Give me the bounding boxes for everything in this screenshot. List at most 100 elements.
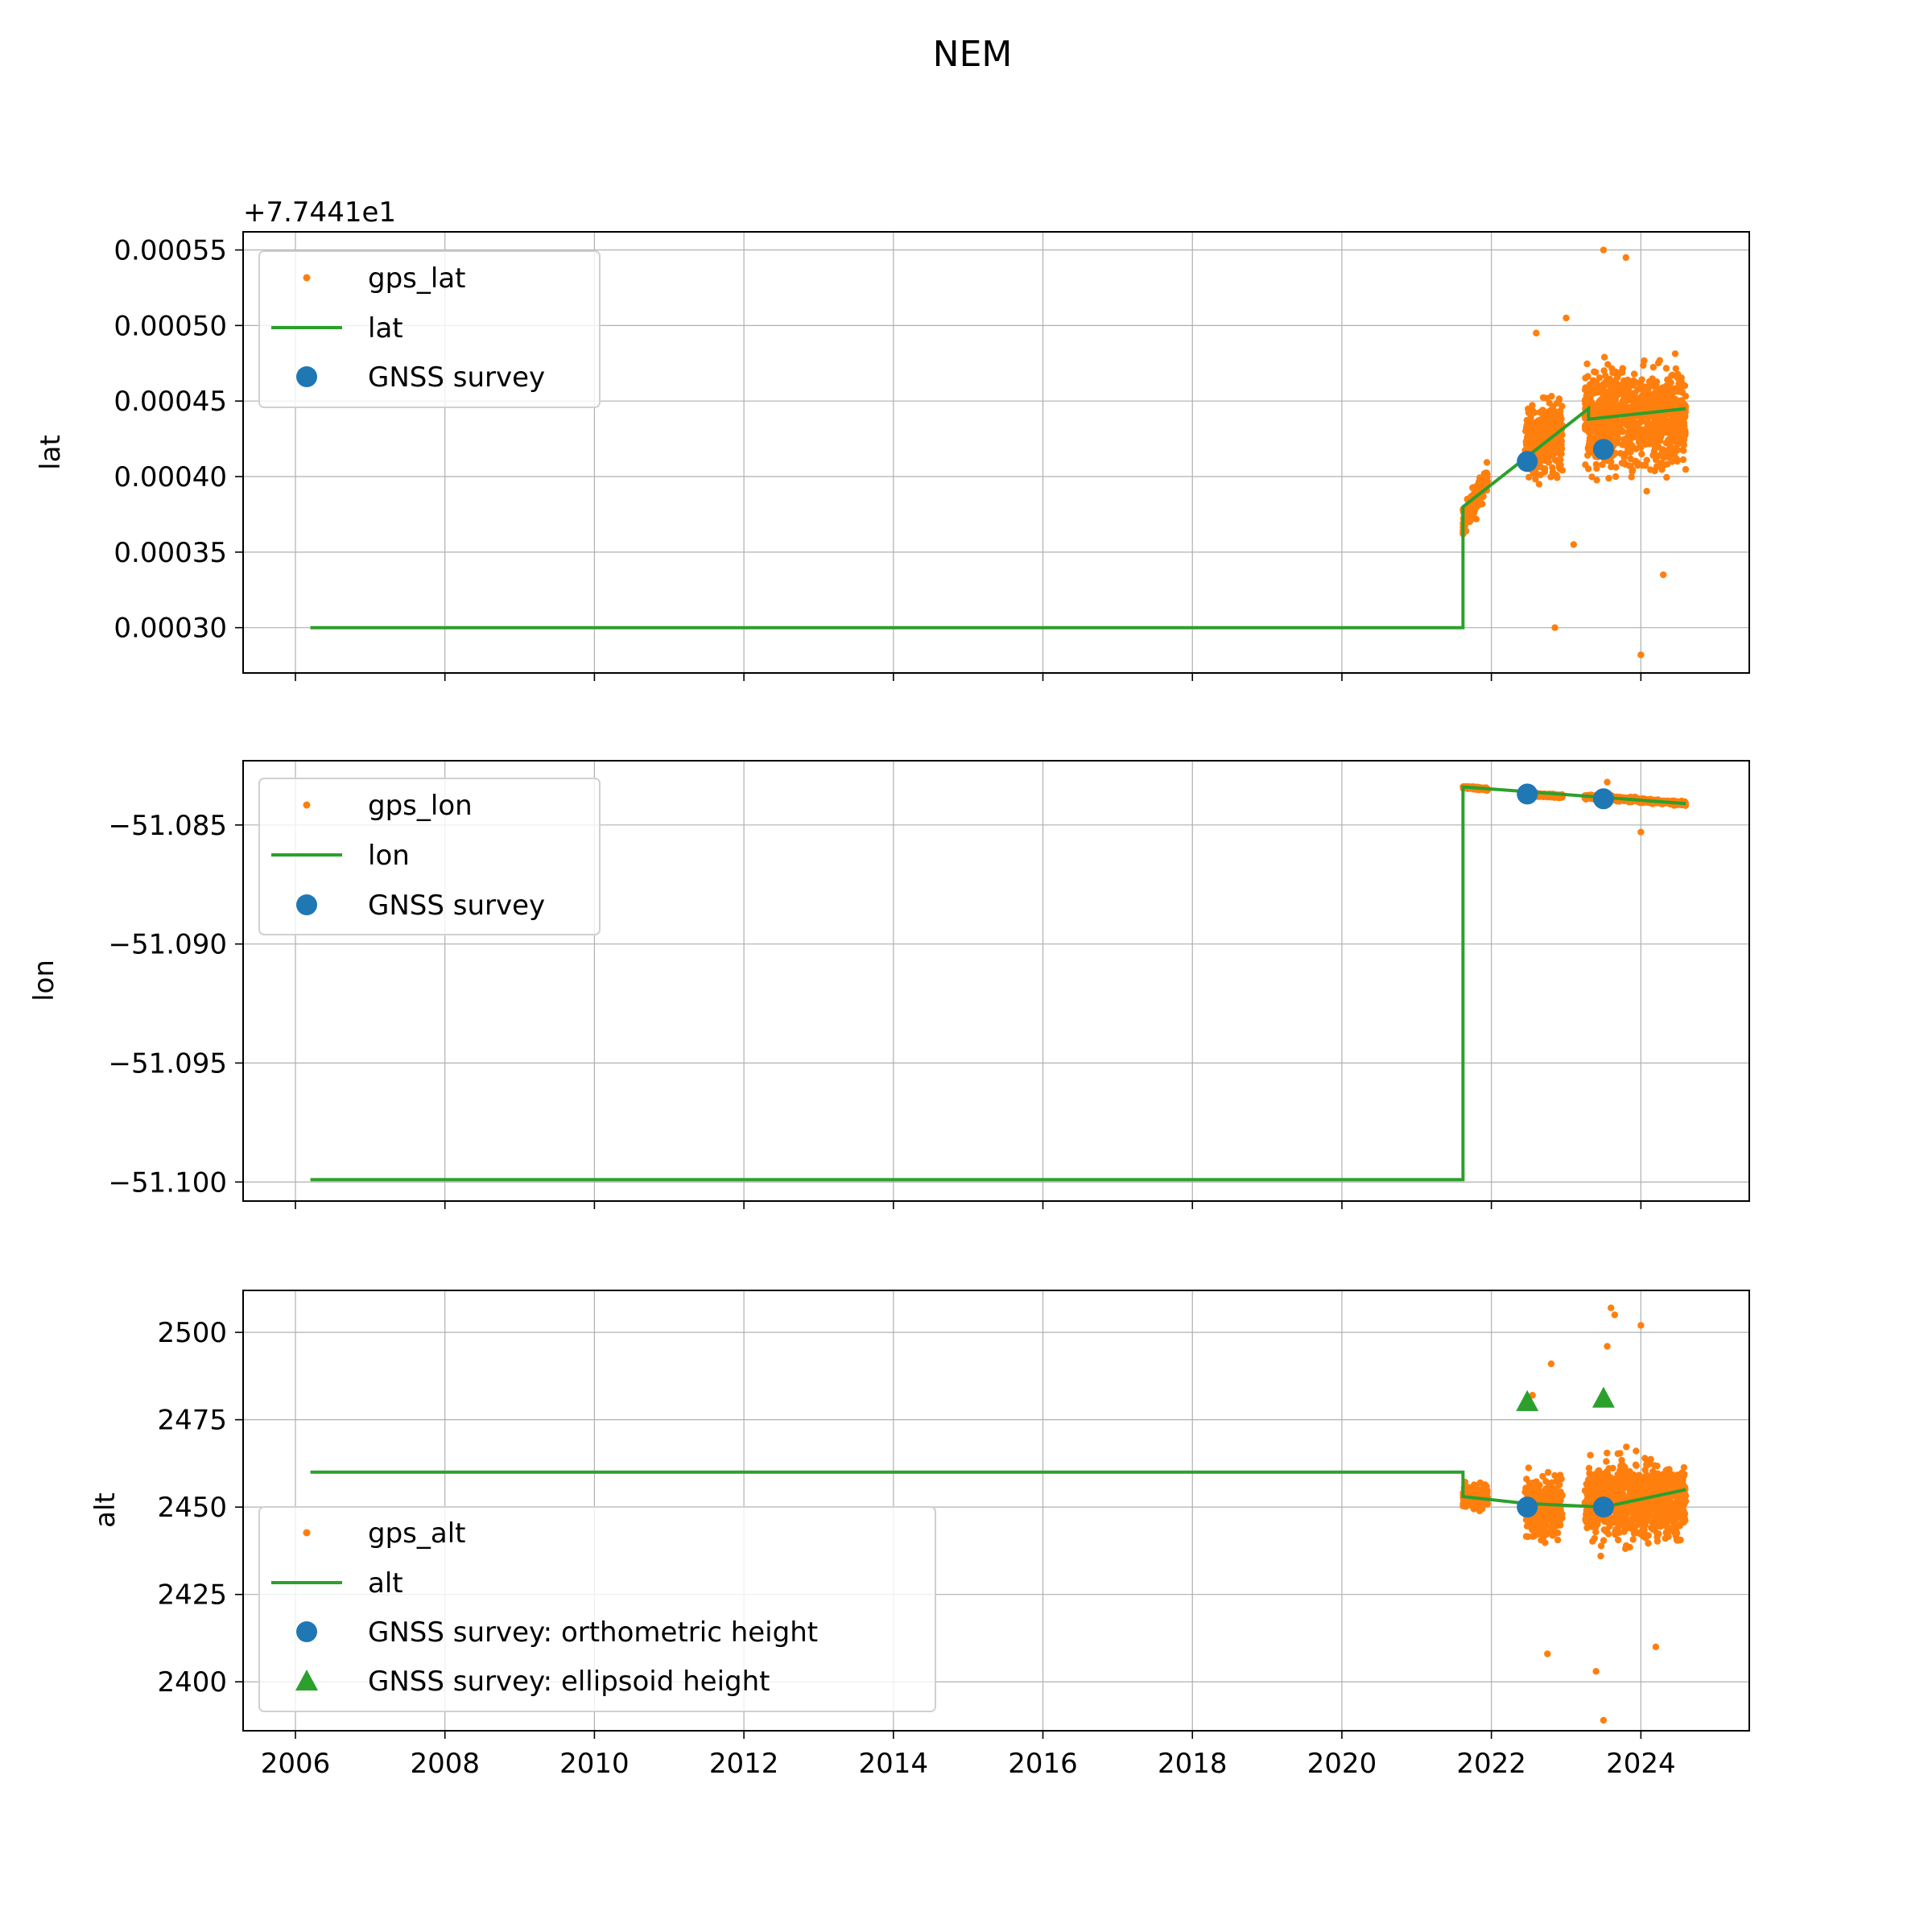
lon-model-line — [310, 785, 1686, 1182]
alt-y-tick-label: 2450 — [157, 1492, 227, 1524]
alt-panel: 2006 2008 2010 2012 2014 2016 2018 2020 2022 2024… — [89, 1290, 1750, 1780]
lat-gps-point — [1584, 373, 1591, 380]
lat-gps-point — [1609, 418, 1616, 425]
alt-legend-survey-label: GNSS survey: orthometric height — [368, 1616, 818, 1649]
alt-gps-point — [1624, 1509, 1632, 1517]
alt-gps-point — [1586, 1521, 1593, 1530]
alt-gps-outlier — [1592, 1667, 1600, 1675]
lat-gps-point — [1621, 440, 1629, 448]
lat-gps-point — [1583, 360, 1591, 368]
lon-survey-markers — [1517, 783, 1614, 810]
lon-survey-marker — [1592, 788, 1614, 810]
lat-gps-point — [1606, 382, 1613, 389]
lat-gps-point — [1679, 456, 1687, 464]
lat-legend-survey-label: GNSS survey — [368, 361, 545, 394]
lat-gps-point — [1680, 422, 1687, 429]
alt-gps-point — [1648, 1504, 1655, 1512]
alt-gps-point — [1635, 1472, 1643, 1479]
lat-gps-point — [1600, 429, 1608, 437]
alt-ellipsoid-marker — [1591, 1386, 1615, 1408]
alt-gps-point — [1605, 1465, 1612, 1472]
lat-gps-point — [1625, 462, 1633, 469]
alt-gps-point — [1645, 1473, 1653, 1480]
lat-gps-point — [1629, 419, 1637, 427]
lat-gps-point — [1593, 423, 1600, 431]
alt-gps-point — [1547, 1496, 1554, 1504]
lat-gps-outlier — [1600, 246, 1608, 254]
alt-gps-point — [1626, 1492, 1634, 1499]
lat-gps-point — [1657, 437, 1664, 444]
alt-gps-point — [1649, 1525, 1657, 1534]
alt-gps-point — [1585, 1509, 1593, 1517]
lat-ylabel: lat — [35, 435, 67, 470]
alt-gps-point — [1614, 1450, 1621, 1458]
lat-gps-point — [1603, 419, 1610, 427]
lat-gps-point — [1668, 390, 1675, 398]
alt-y-tick-label: 2475 — [157, 1405, 227, 1437]
alt-gps-point — [1616, 1493, 1624, 1501]
lat-gps-point — [1649, 452, 1657, 459]
alt-gps-point — [1664, 1467, 1671, 1475]
lat-axes-frame — [242, 231, 1750, 674]
lon-legend-line-label: lon — [368, 840, 410, 872]
alt-axes-frame — [242, 1290, 1750, 1732]
x-tick-label: 2018 — [1158, 1748, 1228, 1780]
lat-y-tick-label: 0.00040 — [114, 461, 227, 493]
lon-gps-points — [1459, 778, 1690, 836]
x-tick-label: 2008 — [410, 1748, 480, 1780]
alt-gps-point — [1539, 1492, 1547, 1501]
lat-gps-point — [1535, 481, 1543, 488]
alt-gps-point — [1522, 1484, 1530, 1492]
lon-y-tick-label: −51.095 — [109, 1048, 227, 1080]
lat-gps-point — [1648, 395, 1656, 403]
x-tick-label: 2022 — [1456, 1748, 1526, 1780]
lat-gps-point — [1612, 378, 1619, 385]
lat-gps-point — [1606, 375, 1614, 383]
lat-y-tick-label: 0.00030 — [114, 613, 227, 645]
lat-gps-point — [1632, 458, 1639, 465]
lat-gps-point — [1463, 514, 1470, 521]
lat-gps-point — [1632, 378, 1640, 386]
lat-gps-point — [1591, 384, 1599, 391]
lat-survey-markers — [1517, 439, 1614, 473]
alt-legend-line-label: alt — [368, 1567, 403, 1600]
x-tick-label: 2016 — [1008, 1748, 1078, 1780]
lon-gps-outlier — [1604, 778, 1611, 786]
lat-gps-point — [1671, 395, 1679, 402]
lat-gps-point — [1600, 367, 1608, 374]
lat-gps-point — [1620, 459, 1628, 466]
lat-gps-point — [1468, 515, 1476, 522]
alt-gps-point — [1484, 1500, 1491, 1508]
lon-legend-box — [258, 778, 601, 935]
alt-gps-point — [1588, 1474, 1596, 1482]
lat-gps-point — [1668, 431, 1675, 439]
lat-legend-gps-marker — [303, 274, 311, 282]
x-tick-label: 2006 — [261, 1748, 331, 1780]
lat-y-tick-label: 0.00045 — [114, 386, 227, 418]
lat-gps-outlier — [1563, 314, 1570, 322]
alt-gps-point — [1542, 1478, 1550, 1485]
alt-gps-point — [1463, 1501, 1472, 1509]
alt-gps-point — [1653, 1462, 1661, 1470]
alt-gps-point — [1642, 1503, 1649, 1510]
lat-gps-point — [1674, 374, 1681, 382]
alt-gps-point — [1615, 1536, 1622, 1544]
lat-gps-point — [1608, 463, 1615, 471]
alt-gps-point — [1524, 1533, 1532, 1541]
alt-gps-point — [1641, 1522, 1648, 1530]
alt-gps-point — [1645, 1539, 1652, 1547]
alt-gps-point — [1619, 1517, 1626, 1525]
alt-gps-point — [1523, 1476, 1530, 1483]
lat-gps-point — [1629, 392, 1637, 400]
lat-gps-point — [1655, 452, 1663, 460]
lat-gps-outlier — [1551, 624, 1558, 631]
lat-gps-point — [1657, 460, 1665, 467]
lat-gps-point — [1593, 406, 1601, 413]
lat-gps-point — [1639, 391, 1646, 399]
lat-gps-point — [1525, 435, 1532, 442]
alt-gps-point — [1556, 1492, 1564, 1499]
lon-legend-survey-marker — [296, 894, 317, 915]
lat-gps-point — [1644, 420, 1651, 427]
lat-gps-point — [1616, 405, 1623, 412]
